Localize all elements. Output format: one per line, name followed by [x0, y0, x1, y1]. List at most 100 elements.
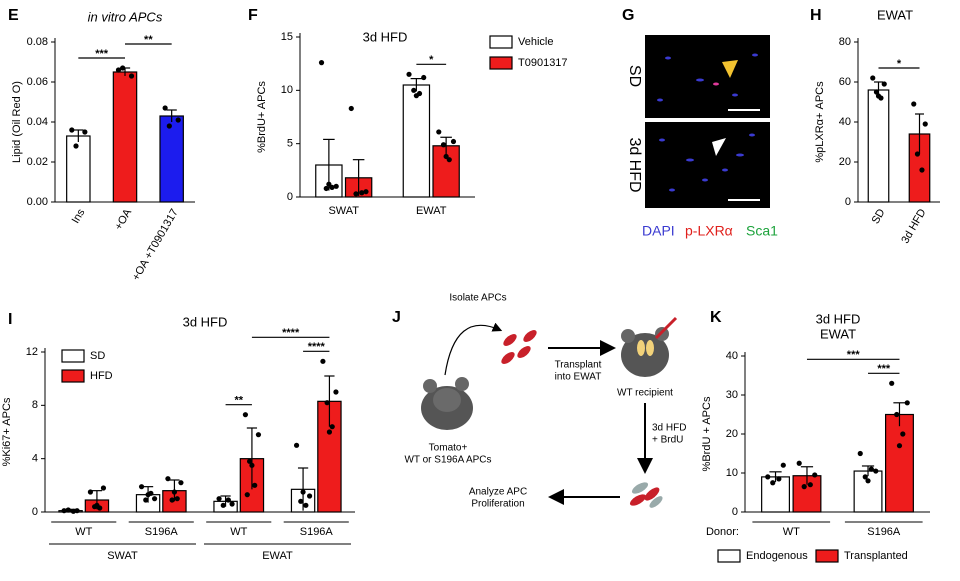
x-tick-label: +OA +T0901317 [130, 207, 181, 283]
step-label: + BrdU [652, 435, 683, 446]
data-point [165, 476, 171, 482]
data-point [770, 480, 776, 486]
data-point [870, 75, 876, 81]
data-point [300, 489, 306, 495]
chart-title: 3d HFD [816, 311, 861, 326]
y-tick-label: 8 [32, 399, 38, 411]
data-point [359, 190, 365, 196]
data-point [225, 497, 231, 503]
data-point [873, 89, 880, 95]
data-point [326, 429, 333, 435]
step-label: 3d HFD [652, 423, 686, 434]
data-point [911, 101, 917, 107]
data-point [919, 167, 925, 173]
data-point [94, 502, 100, 508]
data-point [801, 484, 807, 490]
recipient-mouse [621, 316, 678, 377]
panel-label: E [8, 7, 19, 24]
significance-label: * [429, 54, 434, 66]
arrow [444, 322, 503, 376]
data-point [446, 157, 452, 163]
y-tick-label: 10 [726, 467, 738, 479]
data-point [61, 508, 67, 514]
data-point [303, 502, 309, 508]
y-tick-label: 0 [845, 196, 851, 208]
significance-label: *** [847, 349, 861, 361]
y-tick-label: 4 [32, 453, 38, 465]
step-label: Proliferation [471, 499, 524, 510]
data-point [244, 492, 250, 498]
x-tick-label: SD [870, 207, 888, 226]
data-point [765, 474, 771, 480]
panel-label: F [248, 7, 258, 24]
data-point [450, 138, 457, 145]
panel-label: K [710, 309, 722, 326]
y-tick-label: 20 [839, 156, 851, 168]
data-point [329, 424, 335, 430]
x-tick-label: WT [75, 526, 92, 538]
data-point [100, 485, 107, 491]
data-point [73, 143, 79, 149]
bar [867, 89, 890, 203]
data-point [65, 507, 71, 513]
data-point [904, 400, 910, 406]
micrograph: SD 3d HFD DAPI p-LXRα Sca1 [626, 35, 778, 239]
y-axis-label: %Ki67+ APCs [1, 397, 13, 466]
data-point [252, 482, 258, 488]
data-point [333, 389, 339, 395]
data-point [421, 74, 427, 81]
data-point [894, 411, 900, 418]
data-point [298, 498, 304, 504]
bar [853, 470, 883, 513]
significance-label: ** [144, 34, 153, 46]
data-point [353, 191, 359, 197]
data-point [440, 142, 447, 148]
diagram: Isolate APCs Transplant into EWAT Tomato… [404, 293, 686, 510]
data-point [326, 181, 332, 187]
stain-label: Sca1 [746, 223, 778, 239]
data-point [143, 497, 149, 503]
legend-label: Transplanted [844, 550, 908, 562]
data-point [175, 117, 181, 123]
x-tick-label: S196A [145, 526, 179, 538]
data-point [363, 189, 369, 195]
data-point [220, 502, 226, 508]
legend-label: T0901317 [518, 57, 568, 69]
data-point [348, 105, 354, 112]
data-point [922, 121, 928, 127]
data-point [249, 462, 255, 468]
step-label: Transplant [555, 360, 602, 371]
x-tick-label: S196A [867, 526, 901, 538]
x-tick-label: WT [783, 526, 800, 538]
panel-label: I [8, 311, 12, 328]
data-point [796, 460, 802, 466]
y-tick-label: 20 [726, 428, 738, 440]
y-tick-label: 0 [32, 506, 38, 518]
data-point [320, 358, 326, 364]
legend-label: HFD [90, 370, 113, 382]
data-point [216, 496, 222, 502]
image-panel [645, 35, 770, 118]
data-point [889, 380, 895, 386]
data-point [318, 60, 325, 66]
legend-swatch [61, 349, 85, 363]
data-point [868, 466, 874, 472]
data-point [120, 65, 126, 71]
data-point [151, 496, 158, 502]
y-tick-label: 0.04 [27, 116, 48, 128]
step-label: Analyze APC [469, 487, 527, 498]
data-point [255, 432, 262, 438]
data-point [138, 484, 145, 490]
significance-label: *** [877, 363, 891, 375]
legend-swatch [489, 35, 513, 49]
data-point [413, 93, 419, 99]
x-tick-label: WT [230, 526, 247, 538]
y-tick-label: 0 [732, 506, 738, 518]
data-point [776, 476, 782, 482]
data-point [807, 482, 813, 488]
row-label: SD [626, 65, 643, 87]
nuclei [657, 53, 758, 192]
significance-label: **** [282, 327, 300, 339]
legend-label: Vehicle [518, 36, 553, 48]
